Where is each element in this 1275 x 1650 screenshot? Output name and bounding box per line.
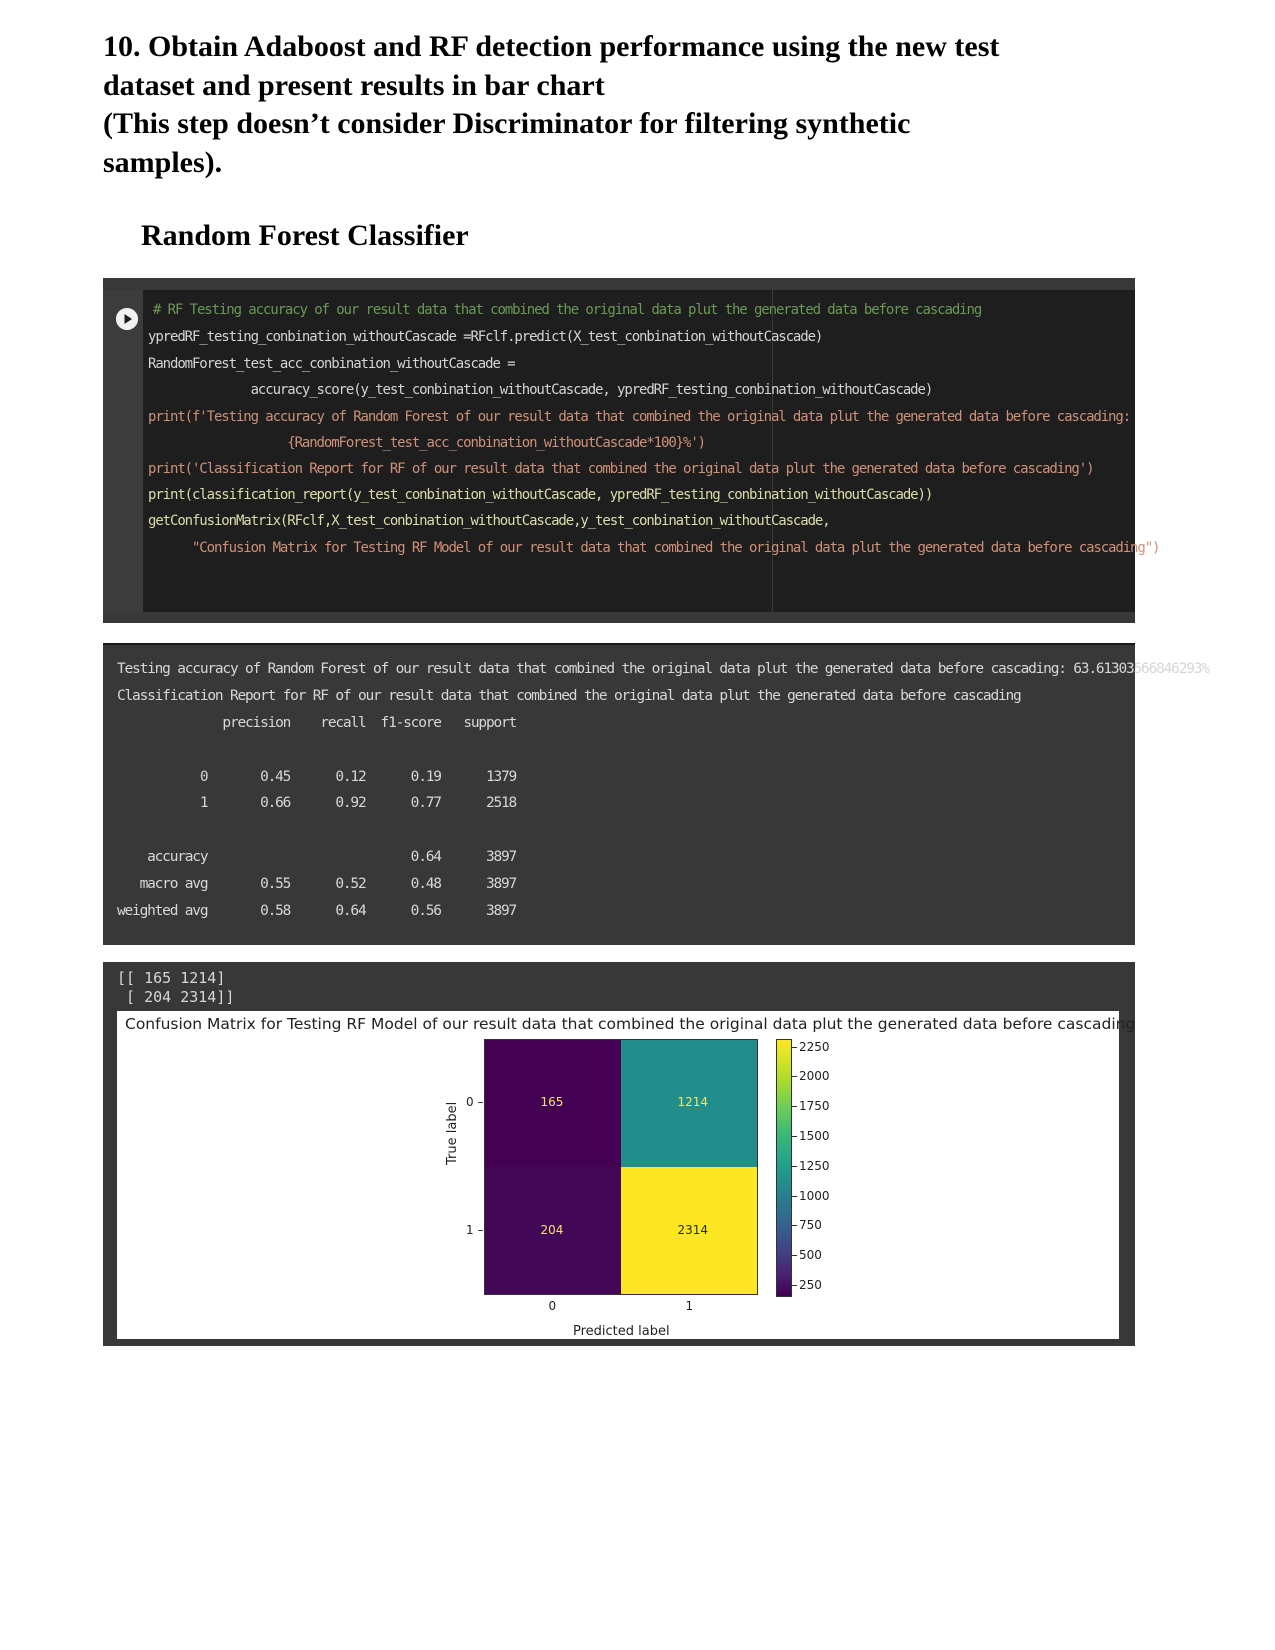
colorbar-tick-label: 750 (799, 1218, 822, 1233)
code-line: ypredRF_testing_conbination_withoutCasca… (148, 329, 823, 345)
heatmap-frame (484, 1039, 758, 1295)
colorbar-tick-label: 500 (799, 1248, 822, 1263)
heatmap-value-label: 1214 (677, 1095, 709, 1109)
heatmap-cell (484, 1039, 621, 1167)
matrix-print-line: [ 204 2314]] (117, 988, 235, 1006)
code-line: RandomForest_test_acc_conbination_withou… (148, 356, 516, 372)
colorbar-tick-mark (792, 1165, 797, 1167)
x-tick-label: 1 (685, 1299, 694, 1313)
code-line: print('Classification Report for RF of o… (148, 461, 1095, 477)
colorbar-tick-label: 2250 (799, 1039, 830, 1054)
code-line: getConfusionMatrix(RFclf,X_test_conbinat… (148, 513, 831, 529)
code-line: accuracy_score(y_test_conbination_withou… (148, 382, 934, 398)
colorbar-tick-mark (792, 1284, 797, 1286)
report-row: 1 0.66 0.92 0.77 2518 (117, 795, 517, 811)
colorbar-tick-mark (792, 1225, 797, 1227)
report-row: weighted avg 0.58 0.64 0.56 3897 (117, 903, 517, 919)
heatmap-cell (621, 1167, 758, 1295)
cell-gutter (103, 290, 143, 612)
report-title: Classification Report for RF of our resu… (117, 688, 1022, 704)
y-tick-label: 1 – (466, 1223, 484, 1237)
section-heading: 10. Obtain Adaboost and RF detection per… (103, 28, 1183, 182)
subheading: Random Forest Classifier (141, 219, 469, 252)
heading-line: (This step doesn’t consider Discriminato… (103, 107, 911, 140)
report-row: macro avg 0.55 0.52 0.48 3897 (117, 876, 518, 892)
code-line: # RF Testing accuracy of our result data… (153, 302, 982, 318)
colorbar (776, 1039, 792, 1297)
heading-line: dataset and present results in bar chart (103, 68, 605, 102)
matrix-print-line: [[ 165 1214] (117, 969, 226, 987)
colorbar-tick-mark (792, 1135, 797, 1137)
colorbar-tick-label: 250 (799, 1277, 822, 1292)
heading-line: 10. Obtain Adaboost and RF detection per… (103, 30, 1000, 63)
heatmap-cell (484, 1167, 621, 1295)
code-line: {RandomForest_test_acc_conbination_witho… (148, 435, 706, 451)
colorbar-tick-mark (792, 1046, 797, 1048)
heatmap-value-label: 165 (540, 1095, 564, 1109)
colorbar-tick-mark (792, 1255, 797, 1257)
accuracy-output: Testing accuracy of Random Forest of our… (117, 661, 1210, 677)
x-tick-label: 0 (548, 1299, 557, 1313)
y-tick-label: 0 – (466, 1095, 484, 1109)
x-axis-label: Predicted label (573, 1324, 670, 1339)
heading-line: samples). (103, 145, 223, 179)
colorbar-tick-label: 1500 (799, 1128, 830, 1143)
play-icon (116, 308, 138, 330)
heatmap-value-label: 2314 (677, 1223, 709, 1237)
y-axis-label: True label (445, 1101, 460, 1165)
code-cell[interactable] (103, 278, 1135, 623)
report-row: 0 0.45 0.12 0.19 1379 (117, 769, 517, 785)
chart-title: Confusion Matrix for Testing RF Model of… (125, 1015, 1136, 1033)
run-cell-button[interactable] (116, 308, 138, 330)
colorbar-tick-mark (792, 1106, 797, 1108)
output-cell (103, 643, 1135, 945)
report-header: precision recall f1-score support (117, 715, 517, 731)
colorbar-tick-label: 1250 (799, 1158, 830, 1173)
editor-ruler (772, 290, 773, 612)
heatmap-value-label: 204 (540, 1223, 564, 1237)
colorbar-tick-label: 2000 (799, 1069, 830, 1084)
colorbar-tick-label: 1000 (799, 1188, 830, 1203)
code-line: print(classification_report(y_test_conbi… (148, 487, 933, 503)
code-line: print(f'Testing accuracy of Random Fores… (148, 409, 1131, 425)
code-editor[interactable] (103, 290, 1135, 612)
code-line: "Confusion Matrix for Testing RF Model o… (148, 540, 1161, 556)
colorbar-tick-mark (792, 1195, 797, 1197)
colorbar-tick-label: 1750 (799, 1099, 830, 1114)
colorbar-tick-mark (792, 1076, 797, 1078)
report-row: accuracy 0.64 3897 (117, 849, 517, 865)
heatmap-cell (621, 1039, 758, 1167)
